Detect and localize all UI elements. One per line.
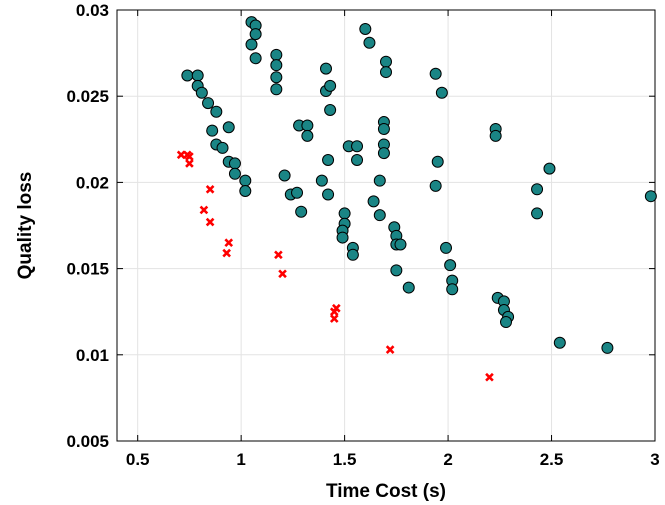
x-axis-label: Time Cost (s)	[326, 481, 446, 502]
teal-circle-point	[324, 79, 337, 92]
teal-circle-point	[301, 119, 314, 132]
teal-circle-point	[228, 167, 241, 180]
teal-circle-point	[373, 209, 386, 222]
y-tick-labels: 0.005 0.01 0.015 0.02 0.025 0.03	[66, 1, 109, 451]
teal-circle-point	[202, 97, 215, 110]
teal-circle-point	[270, 59, 283, 72]
teal-circle-point	[301, 129, 314, 142]
plot-frame	[116, 9, 656, 442]
y-axis-label: Quality loss	[15, 172, 36, 280]
teal-circle-point	[500, 316, 513, 329]
teal-circle-point	[249, 28, 262, 41]
x-tick-label: 1	[236, 450, 245, 469]
teal-circle-point	[440, 241, 453, 254]
teal-circle-point	[191, 69, 204, 82]
teal-circle-point	[644, 190, 657, 203]
red-cross-point	[185, 159, 194, 168]
teal-circle-point	[394, 238, 407, 251]
teal-circle-point	[444, 259, 457, 272]
teal-circle-point	[228, 157, 241, 170]
teal-circle-point	[351, 153, 364, 166]
teal-circle-point	[319, 62, 332, 75]
teal-circle-point	[181, 69, 194, 82]
teal-circle-point	[363, 36, 376, 49]
teal-circle-point	[380, 55, 392, 68]
x-tick-label: 2.5	[540, 450, 564, 469]
red-cross-point	[199, 205, 209, 215]
teal-circle-point	[249, 52, 262, 65]
teal-circle-point	[380, 66, 392, 79]
teal-circle-point	[346, 248, 359, 261]
teal-circle-point	[367, 195, 380, 208]
teal-circle-point	[295, 205, 308, 218]
teal-circle-point	[351, 140, 364, 153]
teal-circle-point	[377, 122, 390, 135]
x-tick-label: 1.5	[333, 450, 357, 469]
teal-circle-point	[270, 48, 283, 61]
teal-circle-point	[315, 174, 328, 187]
teal-circle-point	[270, 71, 283, 84]
red-cross-point	[329, 307, 339, 317]
y-tick-label: 0.03	[76, 1, 109, 20]
teal-circle-point	[322, 153, 335, 166]
teal-circle-point	[531, 183, 544, 196]
red-cross-point	[224, 238, 234, 248]
teal-circle-point	[429, 67, 442, 80]
x-tick-label: 0.5	[126, 450, 150, 469]
red-cross-point	[385, 345, 395, 354]
y-tick-label: 0.02	[76, 173, 109, 192]
data-points	[176, 16, 657, 382]
red-cross-point	[205, 184, 215, 194]
teal-circle-point	[222, 121, 235, 134]
red-cross-point	[485, 372, 494, 382]
y-tick-label: 0.01	[76, 346, 109, 365]
teal-circle-point	[601, 341, 614, 354]
teal-circle-point	[324, 103, 337, 116]
teal-circle-point	[531, 207, 544, 220]
teal-circle-point	[373, 174, 386, 187]
teal-circle-point	[338, 207, 351, 220]
teal-circle-point	[322, 188, 335, 201]
red-cross-point	[278, 269, 287, 279]
axis-ticks	[117, 9, 656, 442]
teal-circle-point	[291, 186, 304, 199]
teal-circle-point	[489, 129, 502, 142]
teal-circle-point	[446, 283, 459, 296]
y-tick-label: 0.015	[66, 260, 109, 279]
teal-circle-point	[206, 124, 219, 137]
y-tick-label: 0.005	[66, 432, 109, 451]
red-cross-point	[274, 250, 283, 260]
x-tick-label: 2	[443, 450, 452, 469]
teal-circle-point	[195, 86, 208, 99]
teal-circle-point	[429, 179, 442, 192]
teal-circle-point	[390, 264, 403, 277]
teal-circle-point	[543, 162, 556, 175]
teal-circle-point	[402, 281, 415, 294]
teal-circle-point	[435, 86, 448, 99]
red-cross-point	[185, 152, 194, 161]
teal-circle-point	[270, 83, 283, 96]
teal-circle-point	[336, 231, 349, 244]
x-tick-label: 3	[650, 450, 659, 469]
y-tick-label: 0.025	[66, 87, 109, 106]
red-cross-point	[205, 217, 215, 227]
teal-circle-point	[278, 169, 291, 182]
teal-circle-point	[239, 174, 252, 187]
teal-circle-point	[359, 22, 372, 35]
teal-circle-point	[216, 141, 229, 154]
red-cross-point	[329, 314, 339, 323]
teal-circle-point	[245, 38, 258, 51]
teal-circle-point	[377, 147, 390, 160]
teal-circle-point	[553, 336, 566, 349]
red-cross-point	[222, 248, 231, 258]
x-tick-labels: 0.5 1 1.5 2 2.5 3	[126, 450, 660, 469]
teal-circle-point	[210, 105, 223, 118]
teal-circle-point	[431, 155, 444, 168]
teal-circle-point	[239, 185, 252, 198]
